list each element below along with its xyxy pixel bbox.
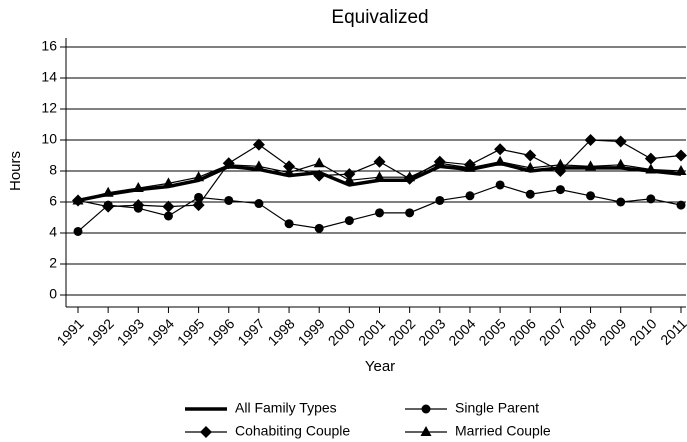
legend-label: Cohabiting Couple [235,423,350,439]
x-tick-label: 2008 [566,315,599,348]
x-tick-label: 1991 [53,315,86,348]
x-tick-label: 2002 [385,315,418,348]
point [72,194,84,205]
point [102,200,115,213]
point [283,160,296,173]
point [434,157,446,168]
y-tick-label: 6 [49,193,57,209]
point [584,134,597,146]
x-tick-label: 1994 [144,315,177,348]
point [494,155,506,166]
x-tick-label: 1995 [174,315,207,348]
x-tick-label: 2010 [626,315,659,348]
point [615,158,627,169]
point [253,160,265,171]
point [405,208,415,218]
point [675,149,687,162]
point [343,174,355,185]
legend-label: Married Couple [455,423,551,439]
y-tick-label: 4 [49,224,57,240]
x-tick-label: 2000 [325,315,358,348]
point [313,157,325,168]
x-axis-label: Year [365,358,395,375]
point [313,169,326,182]
y-tick-label: 10 [41,131,57,147]
point [132,182,144,193]
point [284,219,294,229]
x-tick-label: 2004 [445,315,478,348]
point [464,161,476,172]
y-axis-label: Hours [7,151,24,191]
x-tick-label: 2009 [596,315,629,348]
point [102,186,114,197]
point [676,200,686,210]
point [616,197,626,207]
point [223,158,235,169]
point [435,195,445,205]
point [404,171,416,182]
point [614,135,627,148]
point [162,177,174,188]
point [283,166,295,177]
point [525,189,535,199]
x-tick-label: 2006 [506,315,539,348]
x-tick-label: 2001 [355,315,388,348]
point [586,191,596,201]
legend-label: Single Parent [455,400,539,416]
y-tick-label: 12 [41,100,57,116]
x-tick-label: 1993 [114,315,147,348]
point [254,199,264,209]
x-tick-label: 2003 [415,315,448,348]
legend-label: All Family Types [235,400,337,416]
y-tick-label: 14 [41,69,57,85]
point [344,216,354,226]
point [555,185,565,195]
point [675,165,687,175]
point [374,171,385,182]
chart-title: Equivalized [331,7,428,28]
y-tick-label: 2 [49,255,57,271]
x-tick-label: 1998 [264,315,297,348]
x-tick-label: 1992 [84,315,117,348]
point [495,180,505,190]
x-tick-label: 2005 [475,315,508,348]
legend-marker [421,404,431,414]
y-tick-label: 16 [41,38,57,54]
point [646,194,656,204]
legend-marker [420,426,432,436]
point [132,199,145,212]
point [375,208,384,218]
point [194,192,204,202]
x-tick-label: 1996 [204,315,237,348]
y-tick-label: 8 [49,162,57,178]
point [192,199,205,212]
point [373,155,386,168]
x-tick-label: 2011 [657,315,687,348]
point [224,195,234,205]
point [314,223,324,233]
point [163,211,173,221]
point [494,143,507,156]
point [73,226,83,236]
y-tick-label: 0 [49,286,57,302]
point [252,138,265,151]
point [343,168,356,181]
point [554,158,566,169]
point [524,161,536,172]
point [162,200,175,213]
point [645,163,657,174]
point [524,149,537,162]
point [585,160,597,171]
x-tick-label: 2007 [536,315,569,348]
legend-marker [200,426,212,438]
point [465,191,475,201]
x-tick-label: 1997 [234,315,267,348]
point [644,152,657,165]
point [193,171,205,182]
x-tick-label: 1999 [295,315,328,348]
